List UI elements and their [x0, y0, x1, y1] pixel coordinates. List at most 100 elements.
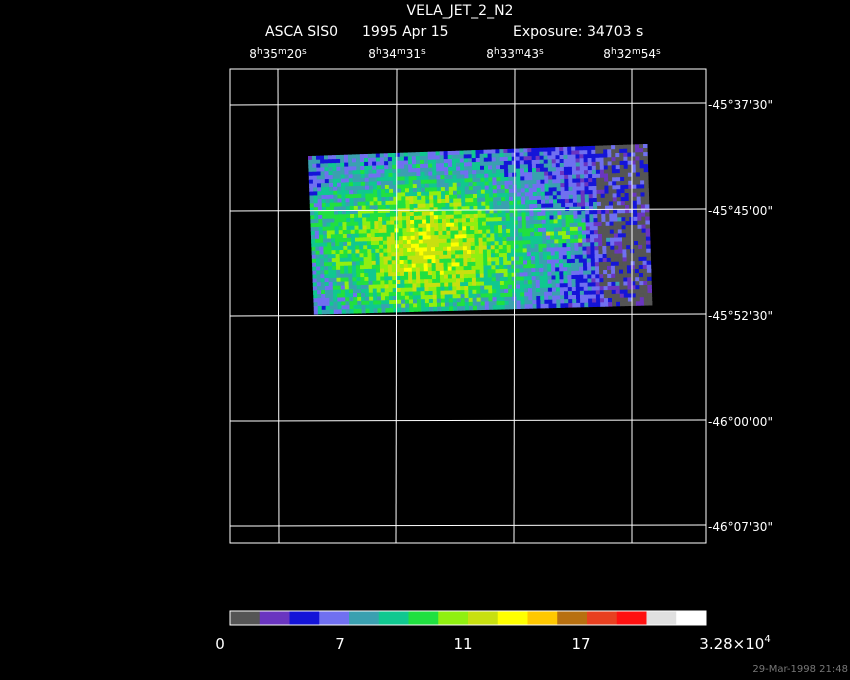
image-pixel — [468, 170, 473, 175]
image-pixel — [376, 272, 381, 278]
image-pixel — [623, 152, 628, 158]
image-pixel — [640, 204, 646, 209]
image-pixel — [331, 238, 336, 243]
image-pixel — [316, 179, 322, 184]
image-pixel — [516, 192, 522, 197]
image-pixel — [432, 275, 437, 280]
image-pixel — [420, 159, 425, 165]
image-pixel — [365, 185, 370, 191]
image-pixel — [384, 280, 389, 285]
image-pixel — [555, 275, 560, 280]
image-pixel — [480, 169, 485, 175]
image-pixel — [551, 279, 557, 284]
image-pixel — [610, 257, 616, 263]
image-pixel — [482, 241, 488, 247]
image-pixel — [447, 270, 453, 276]
image-pixel — [611, 293, 617, 299]
image-pixel — [591, 266, 596, 271]
image-pixel — [617, 209, 622, 214]
image-pixel — [354, 233, 360, 239]
image-pixel — [395, 244, 400, 249]
image-pixel — [558, 239, 563, 244]
image-pixel — [452, 186, 458, 192]
image-pixel — [335, 242, 340, 247]
image-pixel — [488, 281, 493, 286]
image-pixel — [477, 197, 482, 203]
grid-line — [395, 68, 398, 544]
image-pixel — [331, 155, 337, 160]
image-pixel — [497, 205, 502, 210]
image-pixel — [554, 231, 559, 236]
image-pixel — [372, 157, 377, 163]
image-pixel — [400, 283, 405, 289]
image-pixel — [379, 252, 384, 258]
image-pixel — [491, 269, 497, 274]
image-pixel — [510, 228, 515, 234]
image-pixel — [631, 273, 636, 278]
image-pixel — [312, 171, 318, 177]
image-pixel — [335, 238, 340, 243]
image-pixel — [473, 209, 479, 215]
image-pixel — [506, 232, 511, 238]
image-pixel — [556, 291, 561, 296]
image-pixel — [526, 228, 531, 233]
image-pixel — [416, 160, 421, 165]
image-pixel — [525, 212, 530, 217]
image-pixel — [625, 213, 630, 218]
image-pixel — [441, 191, 446, 196]
image-pixel — [495, 257, 500, 262]
image-pixel — [568, 186, 573, 192]
image-pixel — [567, 279, 573, 284]
image-pixel — [535, 268, 540, 273]
image-pixel — [523, 272, 528, 277]
image-pixel — [413, 192, 418, 197]
image-pixel — [513, 220, 519, 226]
title: VELA_JET_2_N2 — [407, 3, 514, 19]
image-pixel — [395, 252, 400, 257]
image-pixel — [539, 271, 544, 277]
image-pixel — [647, 272, 652, 278]
image-pixel — [508, 296, 513, 302]
image-pixel — [627, 168, 633, 174]
image-pixel — [378, 221, 383, 226]
image-pixel — [570, 250, 576, 256]
image-pixel — [376, 268, 381, 274]
image-pixel — [646, 264, 652, 270]
image-pixel — [433, 211, 439, 216]
image-pixel — [634, 269, 640, 274]
image-pixel — [420, 275, 425, 280]
image-pixel — [370, 229, 376, 234]
image-pixel — [432, 163, 437, 168]
image-pixel — [601, 213, 606, 219]
image-pixel — [375, 248, 380, 254]
image-pixel — [534, 252, 540, 257]
image-pixel — [536, 300, 541, 305]
image-pixel — [568, 190, 574, 196]
image-pixel — [513, 208, 518, 214]
image-pixel — [439, 250, 444, 256]
image-pixel — [508, 292, 513, 298]
image-pixel — [345, 190, 350, 195]
image-pixel — [588, 198, 594, 203]
image-pixel — [618, 245, 623, 250]
image-pixel — [362, 217, 367, 222]
image-pixel — [488, 305, 494, 310]
image-pixel — [540, 191, 546, 197]
image-pixel — [519, 156, 525, 161]
image-pixel — [615, 277, 620, 283]
image-pixel — [385, 193, 390, 198]
image-pixel — [312, 262, 317, 268]
image-pixel — [349, 202, 355, 207]
image-pixel — [587, 162, 593, 167]
image-pixel — [349, 194, 354, 199]
image-pixel — [381, 300, 386, 305]
image-pixel — [455, 150, 461, 156]
image-pixel — [352, 170, 357, 175]
image-pixel — [437, 215, 443, 220]
image-pixel — [556, 183, 561, 188]
image-pixel — [492, 281, 497, 286]
image-pixel — [384, 284, 390, 289]
image-pixel — [571, 166, 577, 172]
image-pixel — [388, 180, 394, 186]
image-pixel — [415, 259, 420, 265]
